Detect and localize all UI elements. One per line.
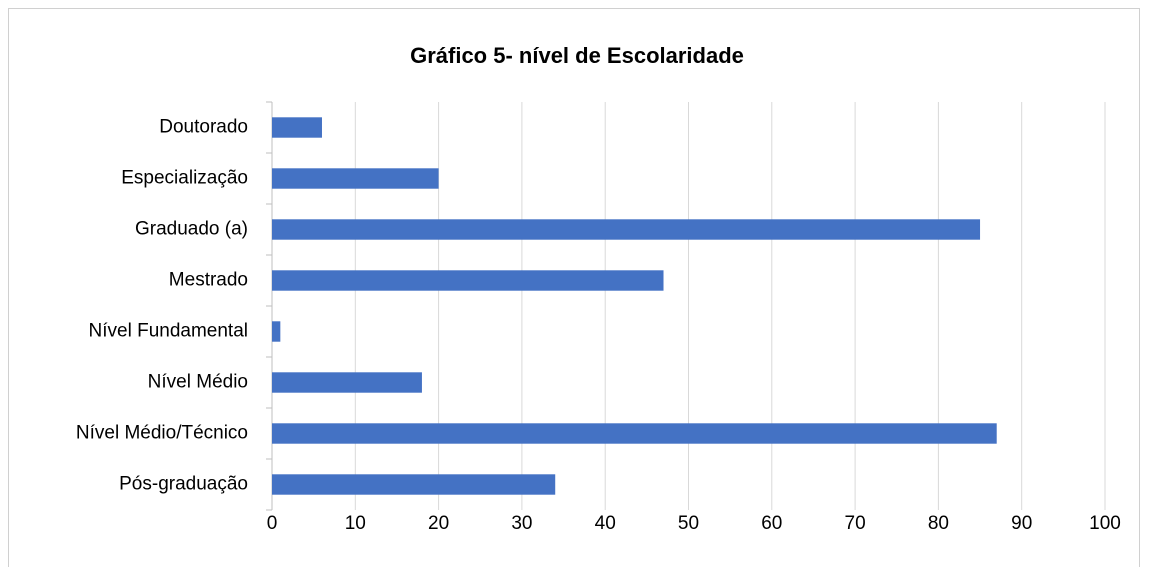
x-tick-label: 10 (345, 513, 366, 534)
x-tick-label: 60 (761, 513, 782, 534)
y-tick-label: Pós-graduação (119, 474, 248, 495)
x-tick-label: 20 (428, 513, 449, 534)
y-tick-label: Mestrado (169, 270, 248, 291)
x-tick-label: 80 (928, 513, 949, 534)
chart-title: Gráfico 5- nível de Escolaridade (410, 43, 744, 68)
x-tick-label: 50 (678, 513, 699, 534)
y-tick-label: Doutorado (159, 117, 248, 138)
bar (272, 321, 281, 342)
bar (272, 372, 422, 393)
x-tick-label: 90 (1011, 513, 1032, 534)
bar (272, 474, 556, 495)
x-tick-label: 100 (1089, 513, 1121, 534)
x-tick-label: 40 (595, 513, 616, 534)
y-tick-label: Especialização (121, 168, 248, 189)
bar (272, 117, 322, 138)
x-tick-label: 0 (267, 513, 278, 534)
bar (272, 168, 439, 189)
bar (272, 270, 664, 291)
bar (272, 423, 997, 444)
y-tick-label: Nível Fundamental (89, 321, 248, 342)
y-tick-label: Graduado (a) (135, 219, 248, 240)
bar (272, 219, 981, 240)
x-tick-label: 70 (845, 513, 866, 534)
y-tick-label: Nível Médio (148, 372, 248, 393)
x-tick-label: 30 (511, 513, 532, 534)
y-tick-label: Nível Médio/Técnico (76, 423, 248, 444)
